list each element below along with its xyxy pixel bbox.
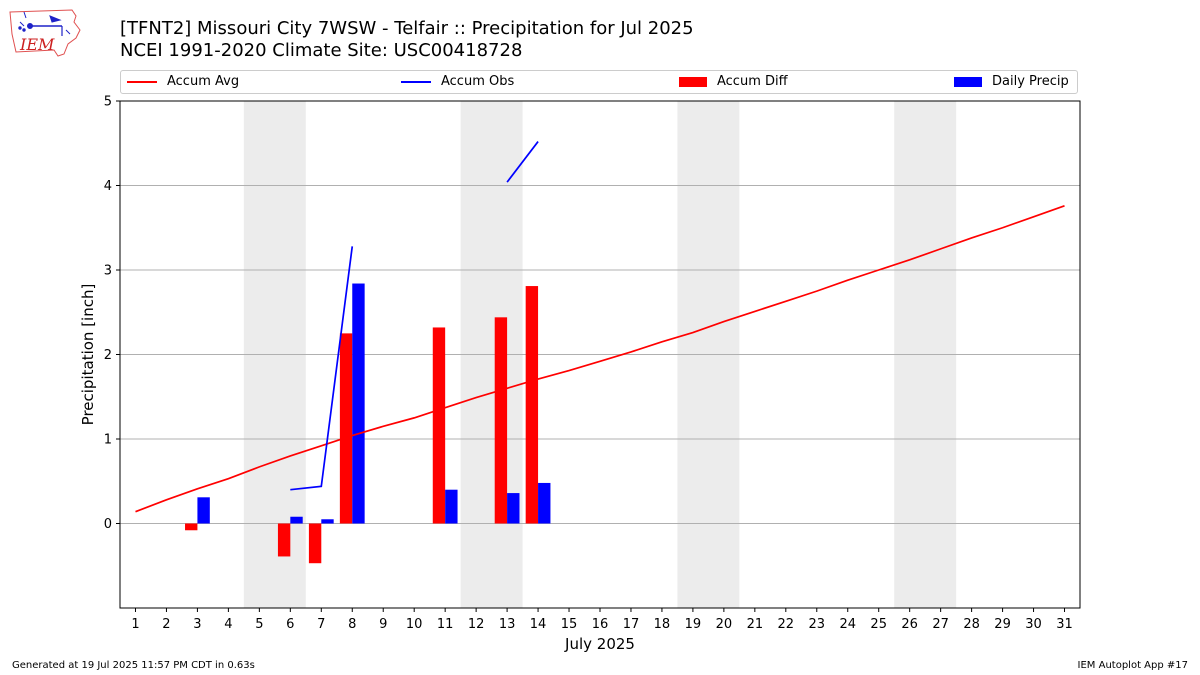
x-tick-label: 31 <box>1056 617 1073 632</box>
accum-diff-bar <box>525 286 539 524</box>
daily-precip-bar <box>507 493 520 524</box>
chart-title: [TFNT2] Missouri City 7WSW - Telfair :: … <box>120 18 694 39</box>
daily-precip-bar <box>538 482 551 524</box>
weather-station-icon <box>18 11 71 36</box>
x-tick-label: 28 <box>963 617 980 632</box>
x-tick-label: 12 <box>468 617 485 632</box>
accum-diff-bar <box>339 333 353 524</box>
accum-avg-line <box>135 204 1065 513</box>
x-tick-label: 5 <box>255 617 263 632</box>
x-tick-label: 23 <box>809 617 826 632</box>
accum-obs-line <box>506 141 539 183</box>
y-tick-label: 5 <box>104 95 112 110</box>
y-tick-label: 3 <box>104 264 112 279</box>
x-tick-label: 21 <box>747 617 764 632</box>
legend-label-accum-obs: Accum Obs <box>441 74 515 89</box>
logo-text: IEM <box>19 35 55 54</box>
x-tick-label: 13 <box>499 617 516 632</box>
x-tick-label: 9 <box>379 617 387 632</box>
y-tick-label: 4 <box>104 179 112 194</box>
iowa-state-outline <box>9 9 81 57</box>
legend-item-accum-diff: Accum Diff <box>679 74 788 89</box>
legend-swatch-daily-precip <box>954 76 982 87</box>
y-tick-label: 0 <box>104 517 112 532</box>
x-tick-label: 24 <box>839 617 856 632</box>
x-tick-label: 26 <box>901 617 918 632</box>
x-tick-label: 6 <box>286 617 294 632</box>
daily-precip-bar <box>445 489 458 524</box>
accum-obs-line <box>290 246 354 491</box>
x-tick-label: 20 <box>716 617 733 632</box>
accum-diff-bar <box>308 523 322 564</box>
x-tick-label: 2 <box>162 617 170 632</box>
y-tick-label: 2 <box>104 348 112 363</box>
x-tick-label: 22 <box>778 617 795 632</box>
accum-diff-bar <box>494 317 508 524</box>
daily-precip-bar <box>290 516 303 524</box>
legend-item-accum-obs: Accum Obs <box>401 74 514 89</box>
chart-legend: Accum Avg Accum Obs Accum Diff Daily Pre… <box>120 70 1078 94</box>
legend-item-daily-precip: Daily Precip <box>954 74 1069 89</box>
footer-generated-text: Generated at 19 Jul 2025 11:57 PM CDT in… <box>12 660 255 671</box>
daily-precip-bar <box>321 519 334 524</box>
x-tick-label: 8 <box>348 617 356 632</box>
x-tick-label: 16 <box>592 617 609 632</box>
x-tick-label: 14 <box>530 617 547 632</box>
legend-swatch-accum-diff <box>679 76 707 87</box>
legend-item-accum-avg: Accum Avg <box>127 74 239 89</box>
accum-diff-bar <box>185 523 198 531</box>
legend-swatch-accum-avg <box>127 80 157 83</box>
x-tick-label: 19 <box>685 617 702 632</box>
legend-label-accum-avg: Accum Avg <box>167 74 240 89</box>
accum-diff-bar <box>432 327 446 524</box>
footer-app-text: IEM Autoplot App #17 <box>1077 660 1188 671</box>
y-axis-label: Precipitation [inch] <box>79 284 97 426</box>
chart-subtitle: NCEI 1991-2020 Climate Site: USC00418728 <box>120 40 523 61</box>
x-tick-label: 7 <box>317 617 325 632</box>
x-tick-label: 29 <box>994 617 1011 632</box>
x-tick-label: 11 <box>437 617 454 632</box>
daily-precip-bar <box>197 497 210 524</box>
accum-diff-bar <box>277 523 291 557</box>
x-tick-label: 10 <box>406 617 423 632</box>
legend-label-accum-diff: Accum Diff <box>717 74 788 89</box>
x-tick-label: 1 <box>131 617 139 632</box>
daily-precip-bar <box>352 283 365 524</box>
x-tick-label: 30 <box>1025 617 1042 632</box>
y-tick-label: 1 <box>104 433 112 448</box>
x-axis-label: July 2025 <box>564 635 635 653</box>
x-tick-label: 15 <box>561 617 578 632</box>
x-tick-label: 17 <box>623 617 640 632</box>
x-tick-label: 18 <box>654 617 671 632</box>
x-tick-label: 25 <box>870 617 887 632</box>
legend-swatch-accum-obs <box>401 80 431 83</box>
x-tick-label: 4 <box>224 617 232 632</box>
x-tick-label: 3 <box>193 617 201 632</box>
iem-logo: IEM <box>9 9 81 57</box>
x-tick-label: 27 <box>932 617 949 632</box>
legend-label-daily-precip: Daily Precip <box>992 74 1069 89</box>
